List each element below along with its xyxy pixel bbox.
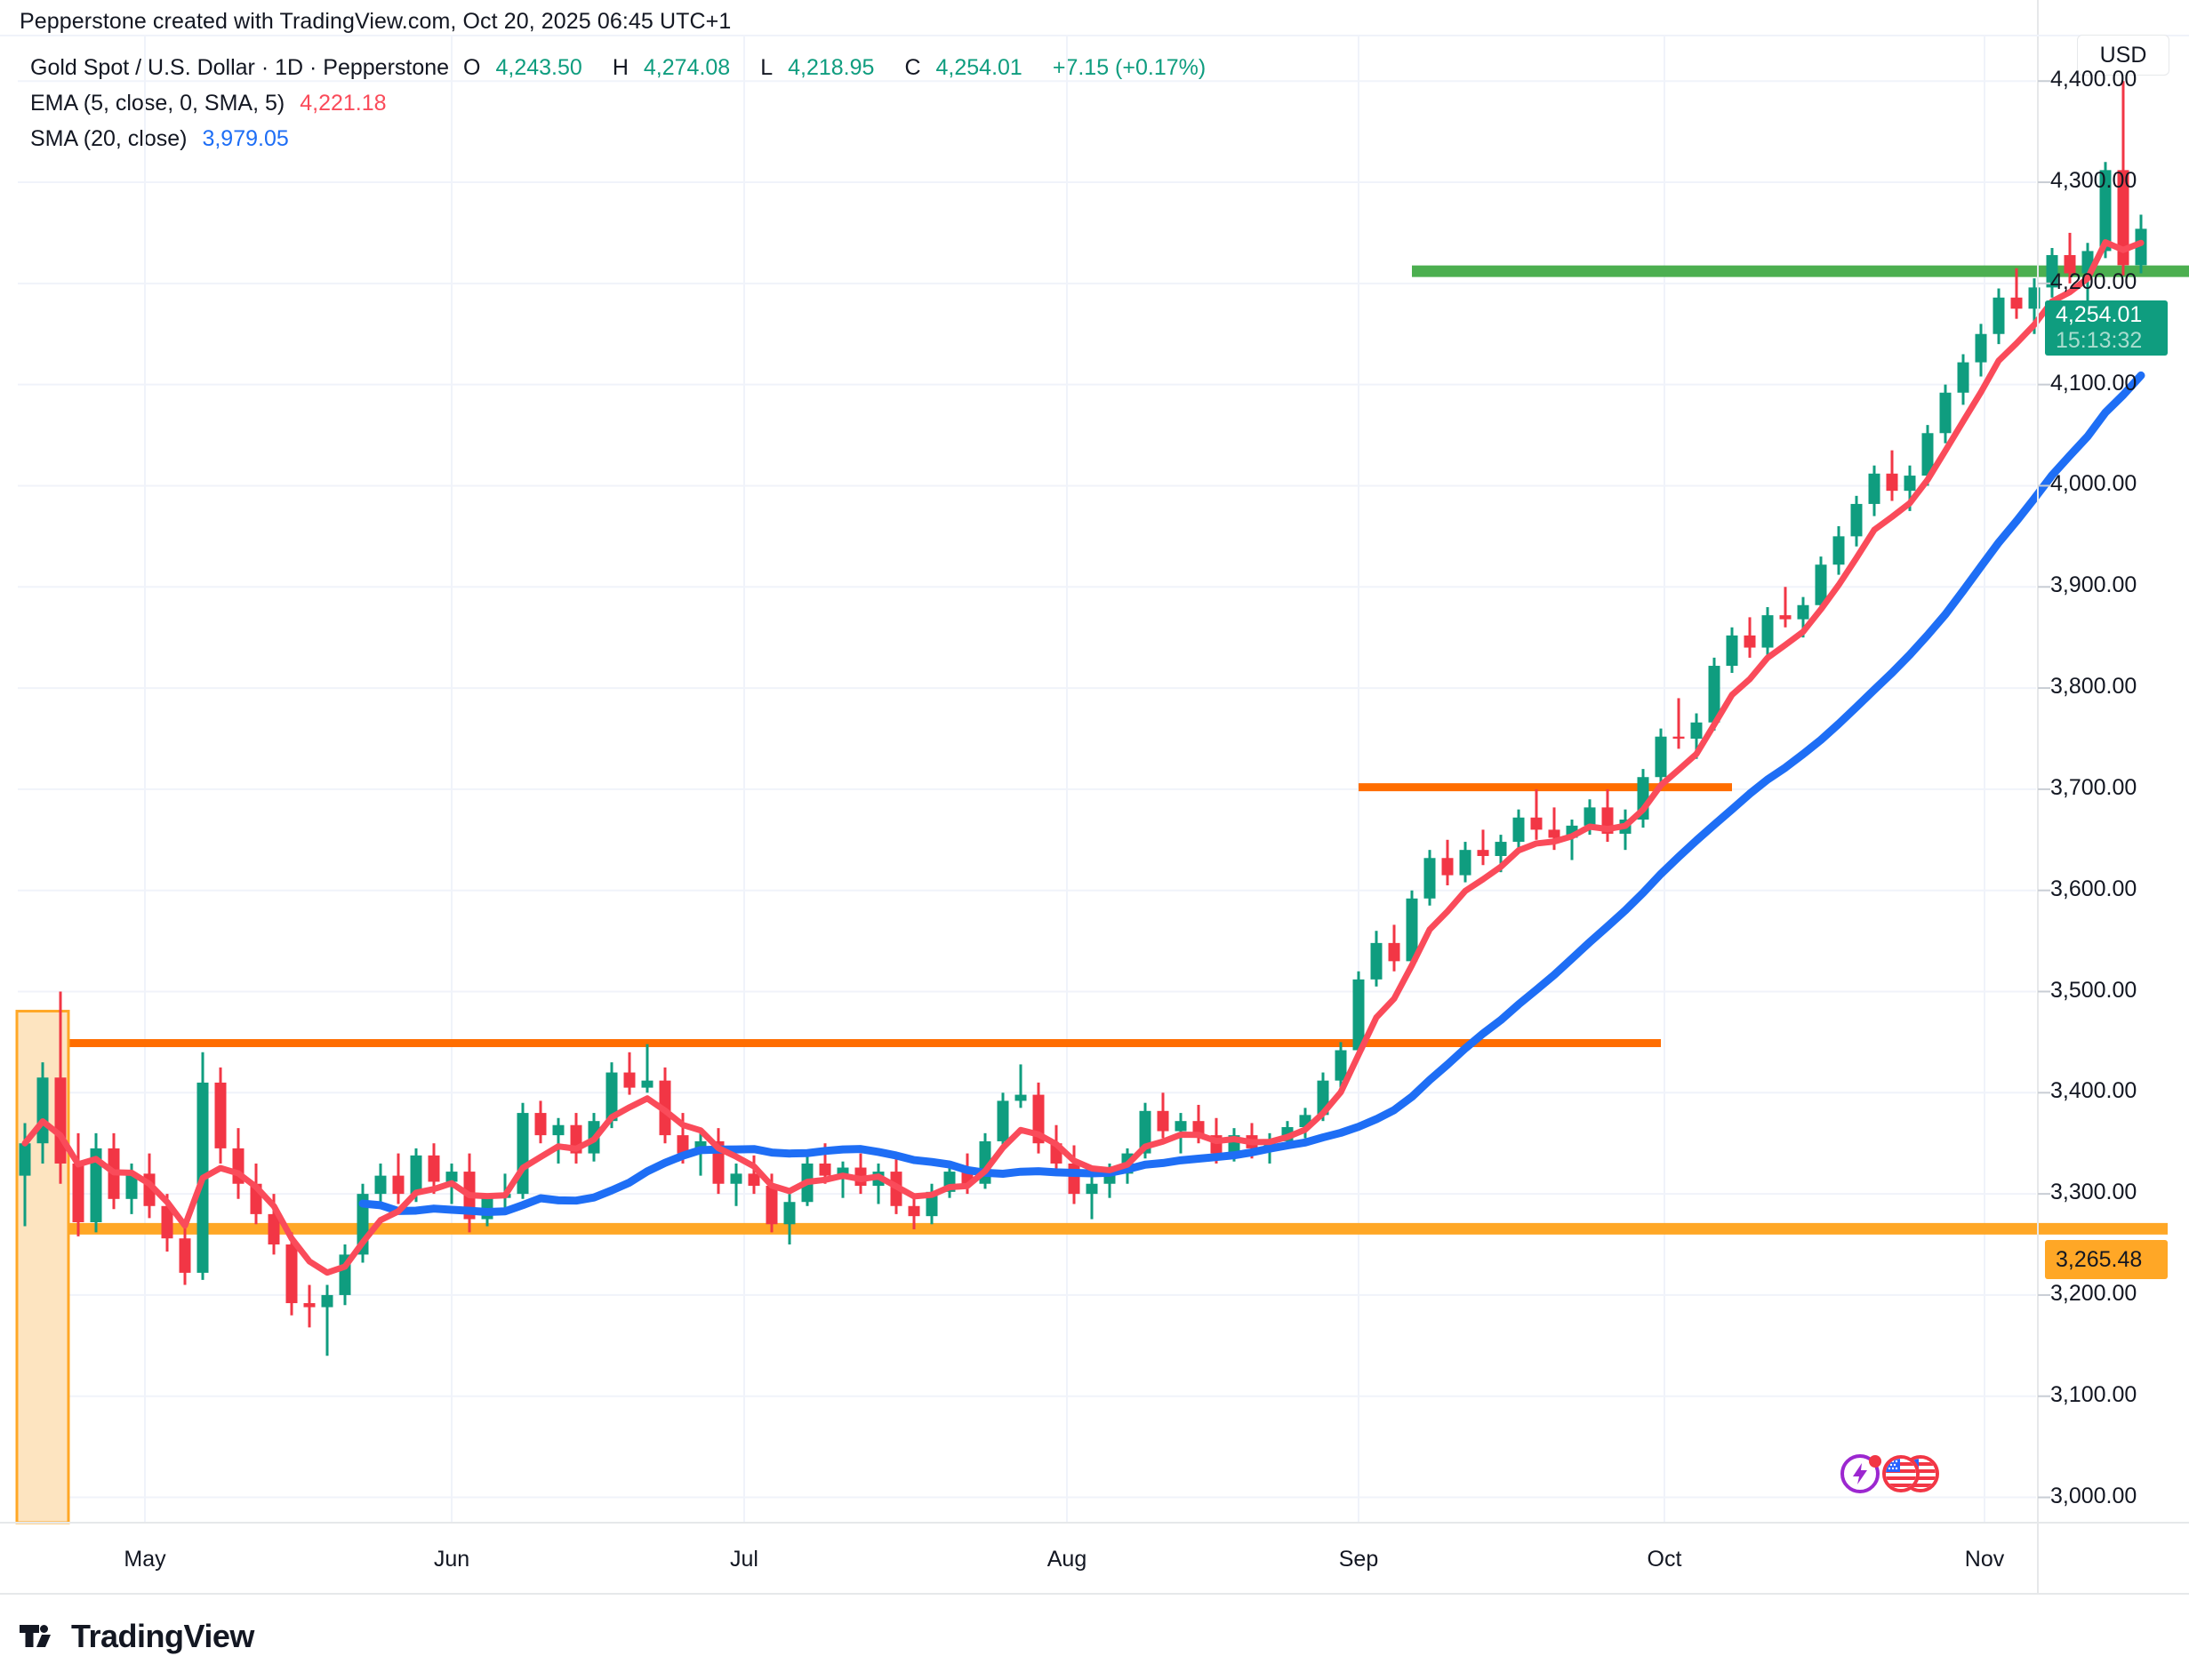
ohlc-close-value: 4,254.01	[935, 55, 1022, 80]
date-axis-label: Oct	[1647, 1547, 1682, 1572]
last-price-tag: 4,254.01 15:13:32	[2045, 300, 2168, 356]
legend-row-ema[interactable]: EMA (5, close, 0, SMA, 5) 4,221.18	[30, 92, 1206, 115]
support-price-value: 3,265.48	[2056, 1246, 2143, 1272]
date-axis-label: Aug	[1046, 1547, 1087, 1572]
ohlc-open-value: 4,243.50	[495, 55, 582, 80]
price-axis-label: 3,100.00	[2050, 1381, 2137, 1407]
legend-row-sma[interactable]: SMA (20, close) 3,979.05	[30, 128, 1206, 150]
price-axis-label: 3,500.00	[2050, 977, 2137, 1003]
price-axis-label: 4,100.00	[2050, 370, 2137, 396]
ema-indicator-name: EMA (5, close, 0, SMA, 5)	[30, 91, 285, 116]
last-price-countdown: 15:13:32	[2056, 328, 2143, 353]
chart-legend: Gold Spot / U.S. Dollar · 1D · Peppersto…	[30, 57, 1206, 150]
currency-badge[interactable]: USD	[2077, 35, 2169, 76]
event-marker-group[interactable]	[1839, 1449, 1944, 1495]
price-axis-label: 3,000.00	[2050, 1483, 2137, 1508]
tradingview-mark-icon	[20, 1625, 51, 1647]
support-price-tag[interactable]: 3,265.48	[2045, 1240, 2168, 1279]
price-axis-label: 4,300.00	[2050, 168, 2137, 194]
chart-gridlines	[18, 36, 2036, 1523]
chart-attribution: Pepperstone created with TradingView.com…	[20, 9, 732, 34]
price-axis-label: 3,600.00	[2050, 876, 2137, 901]
ohlc-close-key: C	[904, 55, 921, 80]
price-axis-label: 3,300.00	[2050, 1180, 2137, 1205]
price-axis-label: 3,200.00	[2050, 1280, 2137, 1306]
date-axis-label: Sep	[1338, 1547, 1379, 1572]
ohlc-values: O 4,243.50 H 4,274.08 L 4,218.95 C 4,254.01 …	[463, 57, 1206, 79]
ema-line-series	[21, 239, 2145, 1276]
sma-line-series	[358, 371, 2145, 1216]
price-axis-label: 4,400.00	[2050, 67, 2137, 92]
lightning-badge-icon[interactable]	[1839, 1449, 1885, 1495]
symbol-title: Gold Spot / U.S. Dollar · 1D · Peppersto…	[30, 55, 450, 80]
price-axis-label: 3,800.00	[2050, 674, 2137, 700]
price-axis-label: 4,200.00	[2050, 268, 2137, 294]
ohlc-change: +7.15 (+0.17%)	[1052, 55, 1207, 80]
last-price-value: 4,254.01	[2056, 301, 2143, 327]
date-axis-label: Nov	[1964, 1547, 2005, 1572]
price-axis-label: 4,000.00	[2050, 471, 2137, 497]
ohlc-open-key: O	[463, 55, 481, 80]
ohlc-low-key: L	[760, 55, 774, 80]
date-axis-label: Jul	[730, 1547, 758, 1572]
tradingview-wordmark: TradingView	[71, 1618, 254, 1654]
ohlc-low-value: 4,218.95	[788, 55, 875, 80]
ema-indicator-value: 4,221.18	[300, 91, 387, 116]
us-flag-event-icon[interactable]	[1880, 1449, 1944, 1495]
ohlc-high-value: 4,274.08	[643, 55, 731, 80]
ohlc-high-key: H	[612, 55, 629, 80]
date-axis-label: May	[124, 1547, 166, 1572]
date-axis-label: Jun	[433, 1547, 470, 1572]
sma-indicator-name: SMA (20, close)	[30, 126, 188, 151]
legend-row-symbol[interactable]: Gold Spot / U.S. Dollar · 1D · Peppersto…	[30, 57, 1206, 79]
tradingview-logo[interactable]: TradingView	[20, 1618, 254, 1655]
price-axis-label: 3,900.00	[2050, 572, 2137, 598]
price-axis-label: 3,700.00	[2050, 774, 2137, 800]
price-axis-label: 3,400.00	[2050, 1078, 2137, 1104]
sma-indicator-value: 3,979.05	[202, 126, 289, 151]
chart-frame	[0, 0, 2189, 1595]
chart-annotations[interactable]	[15, 265, 2189, 1524]
